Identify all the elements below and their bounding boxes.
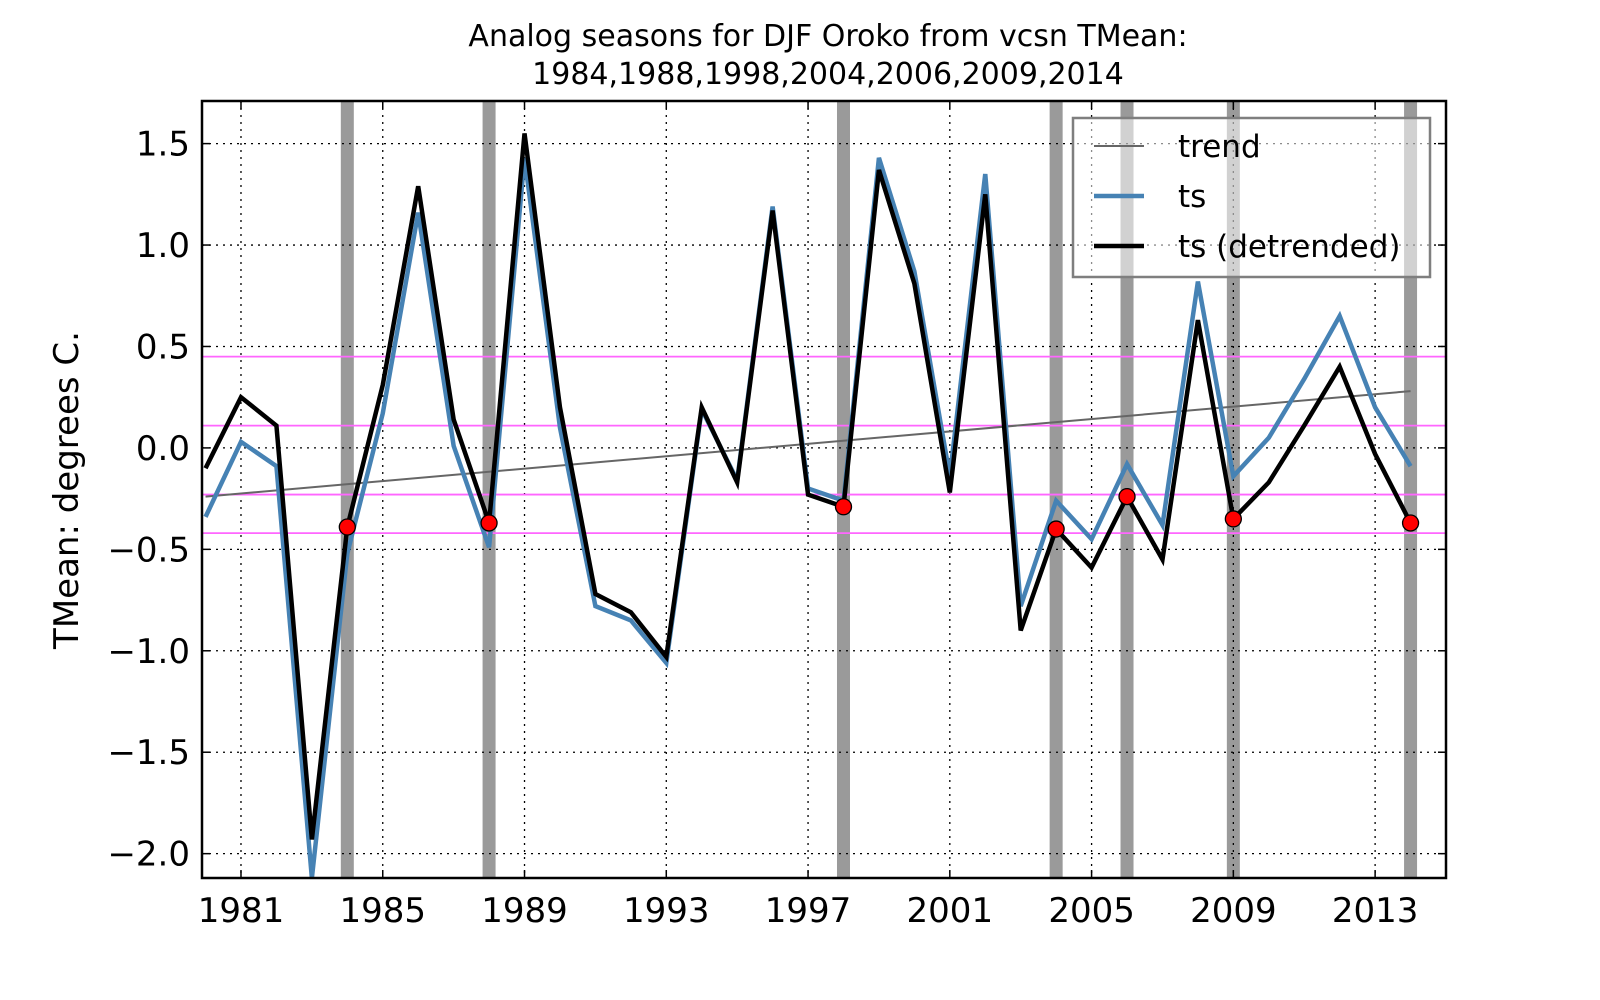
y-tick-label-4: 0.0 <box>136 429 190 469</box>
legend: trend ts ts (detrended) <box>1071 116 1432 279</box>
y-tick-label-2: −1.0 <box>107 632 190 672</box>
chart-title: Analog seasons for DJF Oroko from vcsn T… <box>468 19 1187 54</box>
x-tick-label-2013: 2013 <box>1332 891 1419 931</box>
chart-subtitle: 1984,1988,1998,2004,2006,2009,2014 <box>532 57 1124 92</box>
analog-marker-2014 <box>1401 514 1420 532</box>
x-tick-label-2001: 2001 <box>907 891 994 931</box>
x-tick-label-1981: 1981 <box>198 891 285 931</box>
analog-marker-2004 <box>1047 520 1065 538</box>
x-tick-label-1993: 1993 <box>623 891 710 931</box>
analog-marker-1988 <box>480 514 498 532</box>
analog-band-2014 <box>1404 101 1418 878</box>
analog-marker-2006 <box>1118 487 1136 506</box>
y-tick-label-6: 1.0 <box>136 226 190 266</box>
y-tick-label-3: −0.5 <box>107 530 190 570</box>
ts-detrended-line <box>203 133 1413 840</box>
analog-band-1988 <box>482 101 496 878</box>
x-tick-label-1989: 1989 <box>481 891 568 931</box>
axes-frame <box>200 99 1448 880</box>
analog-marker-1998 <box>834 498 853 516</box>
trend-line <box>205 390 1411 498</box>
y-axis-label: TMean: degrees C. <box>47 331 87 650</box>
y-tick-label-7: 1.5 <box>136 125 190 165</box>
y-tick-label-1: −1.5 <box>107 733 190 773</box>
y-tick-label-0: −2.0 <box>107 835 190 875</box>
x-tick-label-2005: 2005 <box>1048 891 1135 931</box>
analog-band-2004 <box>1049 101 1063 878</box>
legend-label-1: ts <box>1178 179 1206 215</box>
x-tick-label-1985: 1985 <box>339 891 426 931</box>
analog-band-2009 <box>1226 101 1240 878</box>
analog-marker-2009 <box>1224 510 1243 528</box>
analog-band-1984 <box>340 101 354 878</box>
x-tick-label-2009: 2009 <box>1190 891 1277 931</box>
legend-label-0: trend <box>1178 129 1261 165</box>
legend-label-2: ts (detrended) <box>1178 229 1400 265</box>
analog-marker-1984 <box>338 518 356 536</box>
plot-area: 1981 1985 1989 1993 1997 2001 2005 2009 2013 −2.0… <box>107 99 1448 931</box>
x-tick-label-1997: 1997 <box>765 891 852 931</box>
y-tick-label-5: 0.5 <box>136 327 190 367</box>
